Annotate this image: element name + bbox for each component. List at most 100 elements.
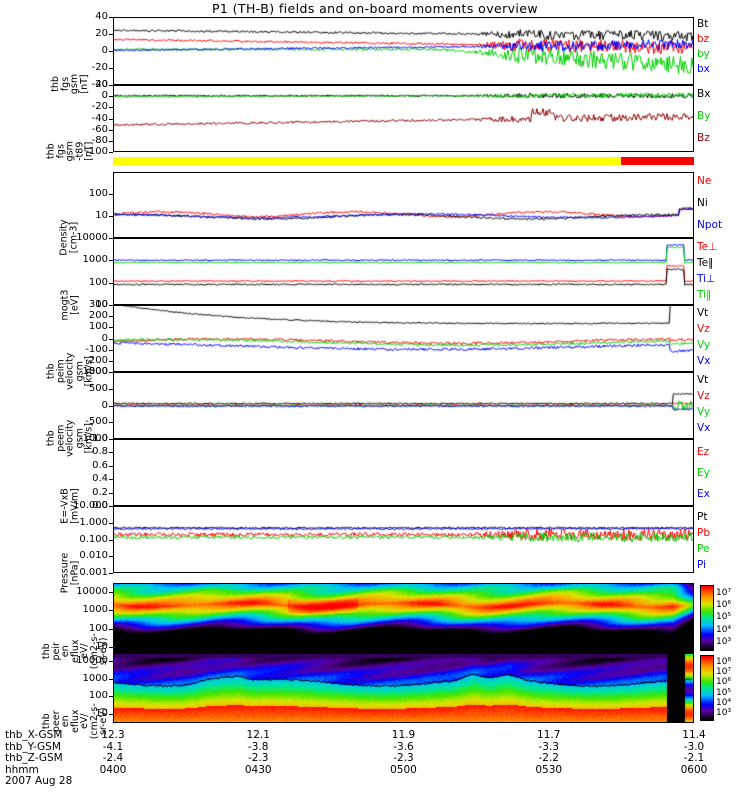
legend-density-Ne: Ne — [697, 176, 711, 187]
tickmark — [109, 305, 113, 306]
tickmark — [109, 661, 113, 662]
tickmark — [109, 85, 113, 86]
plot-canvas-peer-eflux — [114, 654, 693, 722]
xaxis-tick-value: 11.9 — [364, 730, 444, 742]
legend-temperature-Te: Te⊥ — [697, 242, 717, 253]
legend-fgs-gsm-bz: bz — [697, 34, 709, 45]
tickmark — [109, 439, 113, 440]
legend-pressure-Pb: Pb — [697, 528, 710, 539]
colorbar-peer-eflux — [700, 655, 714, 721]
legend-peem-velocity-Vx: Vx — [697, 423, 710, 434]
legend-efield-Ex: Ex — [697, 489, 710, 500]
tickmark — [109, 107, 113, 108]
tickmark — [109, 647, 113, 648]
ytick-peem-velocity-1: 500 — [0, 384, 108, 394]
legend-fgs-gsm-Bt: Bt — [697, 19, 708, 30]
plot-panel-peir-eflux — [113, 583, 694, 653]
tickmark — [109, 696, 113, 697]
plot-canvas-peim-velocity — [114, 306, 693, 371]
ytick-efield-2: 0.6 — [0, 461, 108, 471]
tickmark — [109, 479, 113, 480]
plot-canvas-density — [114, 173, 693, 237]
tickmark — [109, 610, 113, 611]
ytick-peir-eflux-3: 10 — [0, 642, 108, 652]
legend-fgs-gsm-bx: bx — [697, 64, 710, 75]
tickmark — [109, 573, 113, 574]
ytick-fgs-gse-2: -20 — [0, 102, 108, 112]
legend-fgs-gse-Bz: Bz — [697, 133, 710, 144]
ytick-peim-velocity-4: -100 — [0, 345, 108, 355]
xaxis-tick-value: 0400 — [73, 765, 153, 777]
ytick-peim-velocity-0: 300 — [0, 300, 108, 310]
xaxis-tick-value: -2.2 — [509, 753, 589, 765]
tickmark — [109, 466, 113, 467]
xaxis-tick-value: 11.7 — [509, 730, 589, 742]
legend-density-Ni: Ni — [697, 198, 708, 209]
legend-efield-Ey: Ey — [697, 468, 710, 479]
plot-panel-fgs-gsm — [113, 17, 694, 85]
ytick-peer-eflux-0: 10000 — [0, 656, 108, 666]
plot-panel-temperature — [113, 238, 694, 305]
plot-canvas-fgs-gse — [114, 86, 693, 151]
legend-peem-velocity-Vy: Vy — [697, 407, 710, 418]
ytick-peim-velocity-5: -200 — [0, 356, 108, 366]
ytick-peir-eflux-2: 100 — [0, 624, 108, 634]
tickmark — [109, 34, 113, 35]
plot-canvas-efield — [114, 440, 693, 505]
tickmark — [109, 283, 113, 284]
tickmark — [109, 389, 113, 390]
tickmark — [109, 523, 113, 524]
ytick-fgs-gse-3: -40 — [0, 114, 108, 124]
plot-panel-pressure — [113, 506, 694, 573]
plot-panel-density — [113, 172, 694, 238]
tickmark — [109, 96, 113, 97]
ytick-pressure-0: 10.000 — [0, 501, 108, 511]
ytick-peir-eflux-1: 1000 — [0, 605, 108, 615]
tickmark — [109, 119, 113, 120]
legend-temperature-Ti: Ti‖ — [697, 290, 711, 301]
colorbar-tick-peir-eflux-4: 10³ — [716, 638, 731, 647]
plot-panel-peer-eflux — [113, 653, 694, 723]
xaxis-tick-column-3: 11.7 -3.3 -2.2 0530 — [509, 730, 589, 776]
ytick-peer-eflux-3: 10 — [0, 709, 108, 719]
tickmark — [109, 493, 113, 494]
legend-temperature-Te: Te‖ — [697, 258, 713, 269]
ytick-pressure-1: 1.000 — [0, 518, 108, 528]
legend-efield-Ez: Ez — [697, 447, 709, 458]
plot-panel-peim-velocity — [113, 305, 694, 372]
ytick-pressure-4: 0.001 — [0, 568, 108, 578]
tickmark — [109, 452, 113, 453]
tickmark — [109, 130, 113, 131]
xaxis-date-label: 2007 Aug 28 — [5, 776, 72, 788]
plot-canvas-temperature — [114, 239, 693, 304]
xaxis-tick-value: -2.3 — [364, 753, 444, 765]
legend-peim-velocity-Vt: Vt — [697, 308, 708, 319]
legend-peem-velocity-Vt: Vt — [697, 375, 708, 386]
ytick-pressure-2: 0.100 — [0, 535, 108, 545]
ytick-temperature-2: 100 — [0, 278, 108, 288]
tickmark — [109, 679, 113, 680]
legend-density-Npot: Npot — [697, 220, 722, 231]
xaxis-tick-value: 0500 — [364, 765, 444, 777]
colorbar-tick-peer-eflux-4: 10⁴ — [716, 699, 731, 708]
colorbar-tick-peir-eflux-3: 10⁴ — [716, 626, 731, 635]
legend-pressure-Pe: Pe — [697, 544, 709, 555]
tickmark — [109, 714, 113, 715]
ytick-fgs-gsm-3: -20 — [0, 63, 108, 73]
xaxis-tick-value: -2.1 — [654, 753, 734, 765]
colorbar-tick-peer-eflux-5: 10³ — [716, 709, 731, 718]
tickmark — [109, 422, 113, 423]
ytick-peem-velocity-0: 1000 — [0, 367, 108, 377]
ytick-fgs-gse-4: -60 — [0, 125, 108, 135]
colorbar-tick-peer-eflux-0: 10⁸ — [716, 658, 731, 667]
ytick-fgs-gsm-1: 20 — [0, 29, 108, 39]
ytick-peim-velocity-3: 0 — [0, 334, 108, 344]
tickmark — [109, 260, 113, 261]
tickmark — [109, 17, 113, 18]
tickmark — [109, 316, 113, 317]
ytick-efield-0: 1.0 — [0, 434, 108, 444]
legend-pressure-Pt: Pt — [697, 512, 707, 523]
colorbar-gradient — [701, 656, 713, 720]
legend-fgs-gse-By: By — [697, 111, 710, 122]
legend-pressure-Pi: Pi — [697, 560, 706, 571]
